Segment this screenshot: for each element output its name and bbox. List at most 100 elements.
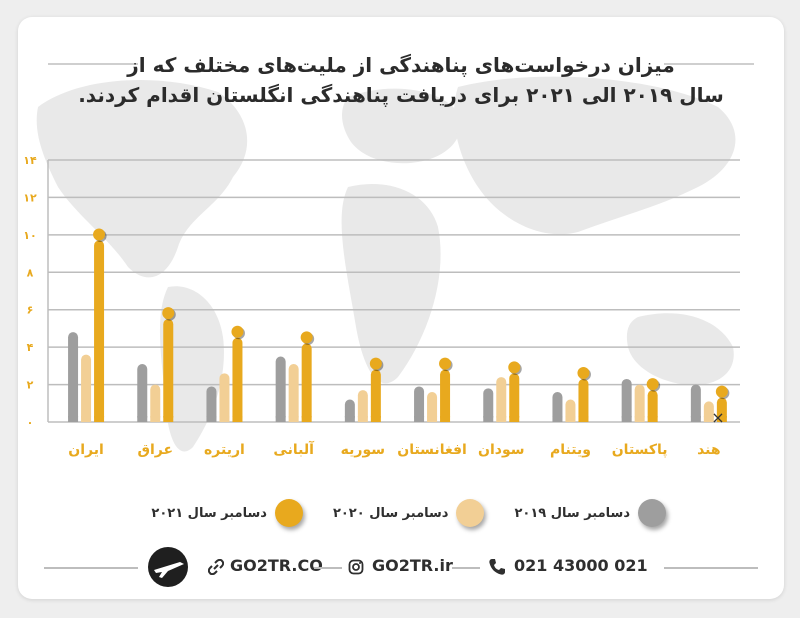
y-tick-label: ۸ bbox=[27, 266, 34, 279]
bar-marker bbox=[577, 366, 590, 379]
bar-marker bbox=[646, 378, 659, 391]
bar bbox=[621, 378, 632, 422]
x-category-label: ویتنام bbox=[550, 442, 591, 458]
footer-line-left bbox=[44, 567, 138, 569]
legend-swatch-2019 bbox=[638, 499, 666, 527]
bar-marker bbox=[439, 357, 452, 370]
bar-marker bbox=[715, 385, 728, 398]
bar-base bbox=[647, 416, 658, 422]
link-icon bbox=[208, 559, 224, 575]
bar-marker bbox=[93, 228, 106, 241]
bar bbox=[150, 384, 161, 422]
bar-base bbox=[219, 416, 230, 422]
bar bbox=[509, 373, 520, 422]
infographic-card: میزان درخواست‌های پناهندگی از ملیت‌های م… bbox=[18, 17, 784, 599]
bar-base bbox=[483, 416, 494, 422]
x-category-label: پاکستان bbox=[612, 442, 668, 458]
legend-item-2020: دسامبر سال ۲۰۲۰ bbox=[333, 499, 485, 527]
bar-base bbox=[509, 416, 520, 422]
bar-base bbox=[690, 416, 701, 422]
bar-marker bbox=[369, 357, 382, 370]
bar-base bbox=[427, 416, 438, 422]
bar bbox=[370, 369, 381, 422]
bar bbox=[427, 392, 438, 422]
bar bbox=[232, 337, 243, 422]
instagram-icon bbox=[348, 559, 364, 575]
y-tick-label: ۱۲ bbox=[23, 191, 37, 204]
title-decor-line-right bbox=[664, 63, 754, 65]
bar-base bbox=[68, 416, 79, 422]
phone-icon bbox=[489, 559, 505, 575]
bar bbox=[137, 363, 148, 422]
bar-marker bbox=[162, 307, 175, 320]
bar bbox=[288, 363, 299, 422]
legend-label-2019: دسامبر سال ۲۰۱۹ bbox=[514, 505, 630, 521]
footer-sep-1 bbox=[314, 567, 342, 569]
legend-swatch-2020 bbox=[456, 499, 485, 527]
chart-title-line-2: سال ۲۰۱۹ الی ۲۰۲۱ برای دریافت پناهندگی ا… bbox=[78, 83, 724, 107]
y-tick-label: ۴ bbox=[27, 341, 34, 354]
bar-marker bbox=[231, 325, 244, 338]
chart-title-line-1: میزان درخواست‌های پناهندگی از ملیت‌های م… bbox=[127, 53, 675, 77]
bar bbox=[357, 390, 368, 422]
website-text: GO2TR.CO bbox=[230, 556, 323, 575]
bar-base bbox=[703, 416, 714, 422]
bar-base bbox=[634, 416, 645, 422]
bar-base bbox=[81, 416, 92, 422]
bar-chart: ۰ ۲ ۴ ۶ ۸ ۱۰ ۱۲ ۱۴ ایران عراق اریتره آلبانی سوریه اف… bbox=[23, 154, 740, 458]
bar bbox=[716, 397, 727, 422]
bar-base bbox=[206, 416, 217, 422]
y-tick-label: ۱۴ bbox=[23, 154, 37, 167]
legend-label-2020: دسامبر سال ۲۰۲۰ bbox=[332, 505, 449, 521]
footer-line-right bbox=[664, 567, 758, 569]
bar-base bbox=[288, 416, 299, 422]
contact-footer: GO2TR.CO GO2TR.ir 021 43000 021 bbox=[18, 547, 784, 587]
bar bbox=[496, 377, 507, 422]
bar bbox=[219, 373, 230, 422]
bar-base bbox=[496, 416, 507, 422]
bar-base bbox=[357, 416, 368, 422]
bar-base bbox=[163, 416, 174, 422]
bar bbox=[94, 240, 105, 422]
bar-base bbox=[578, 416, 589, 422]
bar-base bbox=[232, 416, 243, 422]
x-category-label: عراق bbox=[137, 442, 173, 458]
bar bbox=[81, 354, 92, 422]
x-category-label: هند bbox=[697, 442, 721, 458]
bar bbox=[578, 378, 589, 422]
bar-base bbox=[370, 416, 381, 422]
bar bbox=[552, 392, 563, 422]
legend-label-2021: دسامبر سال ۲۰۲۱ bbox=[151, 505, 267, 521]
phone-text: 021 43000 021 bbox=[514, 556, 648, 575]
x-category-label: اریتره bbox=[204, 442, 245, 458]
instagram-text: GO2TR.ir bbox=[372, 556, 453, 575]
title-decor-line-left bbox=[48, 63, 138, 65]
y-tick-label: ۱۰ bbox=[23, 229, 36, 242]
y-tick-label: ۶ bbox=[27, 304, 34, 317]
bar-base bbox=[414, 416, 425, 422]
bar-marker bbox=[508, 361, 521, 374]
bar-base bbox=[344, 416, 355, 422]
bar bbox=[68, 332, 79, 422]
bar-base bbox=[301, 416, 312, 422]
bar bbox=[483, 388, 494, 422]
bar bbox=[440, 369, 451, 422]
x-category-label: ایران bbox=[68, 442, 104, 458]
bar bbox=[301, 343, 312, 422]
bar-base bbox=[621, 416, 632, 422]
y-tick-label: ۰ bbox=[27, 416, 34, 429]
bar-base bbox=[150, 416, 161, 422]
plane-logo-icon bbox=[148, 547, 188, 587]
bar bbox=[647, 390, 658, 422]
x-category-label: سوریه bbox=[341, 442, 385, 458]
legend-item-2019: دسامبر سال ۲۰۱۹ bbox=[514, 499, 666, 527]
bar bbox=[690, 384, 701, 422]
legend-item-2021: دسامبر سال ۲۰۲۱ bbox=[151, 499, 303, 527]
y-tick-label: ۲ bbox=[27, 379, 34, 392]
world-map-background bbox=[36, 76, 736, 452]
bar bbox=[634, 384, 645, 422]
bar-base bbox=[440, 416, 451, 422]
bar bbox=[163, 319, 174, 422]
bar-base bbox=[94, 416, 105, 422]
chart-annotation: × bbox=[711, 408, 724, 427]
